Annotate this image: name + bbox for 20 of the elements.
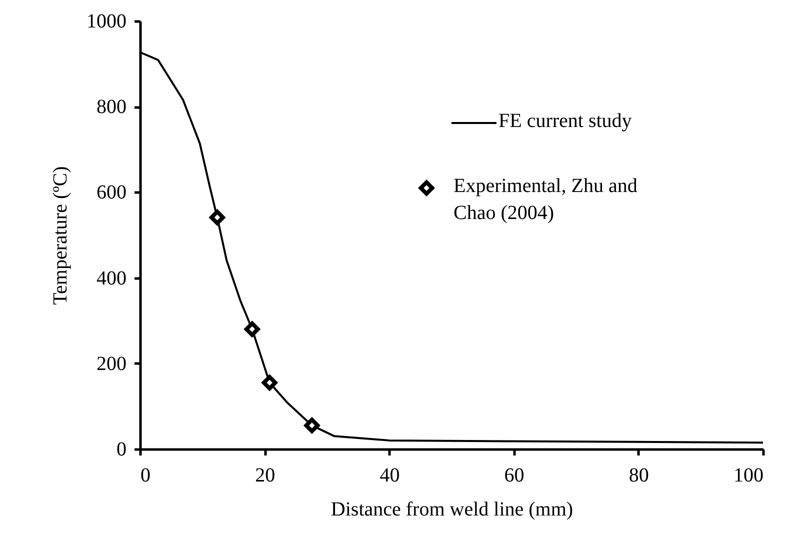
y-tick-label: 400: [96, 267, 126, 290]
point: [262, 374, 278, 390]
x-tick-label: 80: [628, 464, 649, 486]
y-tick-label: 0: [116, 438, 126, 460]
x-axis-title: Distance from weld line (mm): [330, 498, 574, 520]
point: [304, 418, 320, 434]
legend-label: Experimental, Zhu and Chao (2004): [454, 175, 638, 224]
point: [210, 210, 225, 226]
x-tick-label: 60: [504, 464, 524, 486]
point: [244, 321, 260, 337]
y-tick-label: 1000: [86, 10, 126, 32]
x-tick-label: 20: [255, 464, 276, 486]
x-tick-label: 40: [380, 464, 400, 486]
y-tick-label: 800: [96, 96, 126, 118]
y-axis-title: Temperature (ºC): [50, 166, 72, 305]
x-tick-label: 0: [140, 464, 150, 486]
y-tick-label: 600: [96, 182, 126, 204]
y-tick-label: 200: [96, 352, 126, 375]
legend-label: FE current study: [498, 110, 632, 132]
x-tick-label: 100: [734, 464, 764, 486]
